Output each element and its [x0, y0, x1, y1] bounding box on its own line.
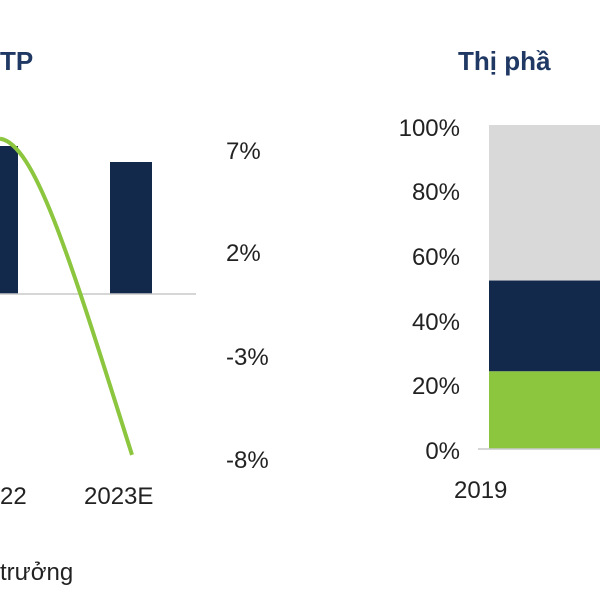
y-tick-100: 100%	[399, 115, 460, 142]
x-tick-2023e: 2023E	[84, 483, 153, 510]
legend-label-fragment: trưởng	[0, 559, 73, 586]
right-axis-tick-minus8: -8%	[226, 447, 269, 474]
stack-segment-gray	[489, 125, 600, 281]
left-chart-title: TP	[0, 46, 33, 76]
right-chart-title: Thị phầ	[458, 46, 551, 76]
y-tick-60: 60%	[412, 244, 460, 271]
left-bar-22	[0, 146, 18, 294]
left-growth-line	[0, 136, 134, 456]
right-axis-tick-2: 2%	[226, 240, 261, 267]
x-tick-22: 22	[0, 483, 27, 510]
right-axis-tick-7: 7%	[226, 138, 261, 165]
y-tick-80: 80%	[412, 179, 460, 206]
stack-segment-green	[489, 371, 600, 449]
right-axis-tick-minus3: -3%	[226, 344, 269, 371]
y-tick-0: 0%	[425, 438, 460, 465]
left-bar-group	[0, 146, 152, 294]
stack-segment-navy	[489, 280, 600, 372]
x-tick-2019: 2019	[454, 477, 507, 504]
y-tick-40: 40%	[412, 309, 460, 336]
left-bar-2023e	[110, 162, 152, 294]
y-tick-20: 20%	[412, 373, 460, 400]
right-stack-group	[478, 125, 600, 450]
